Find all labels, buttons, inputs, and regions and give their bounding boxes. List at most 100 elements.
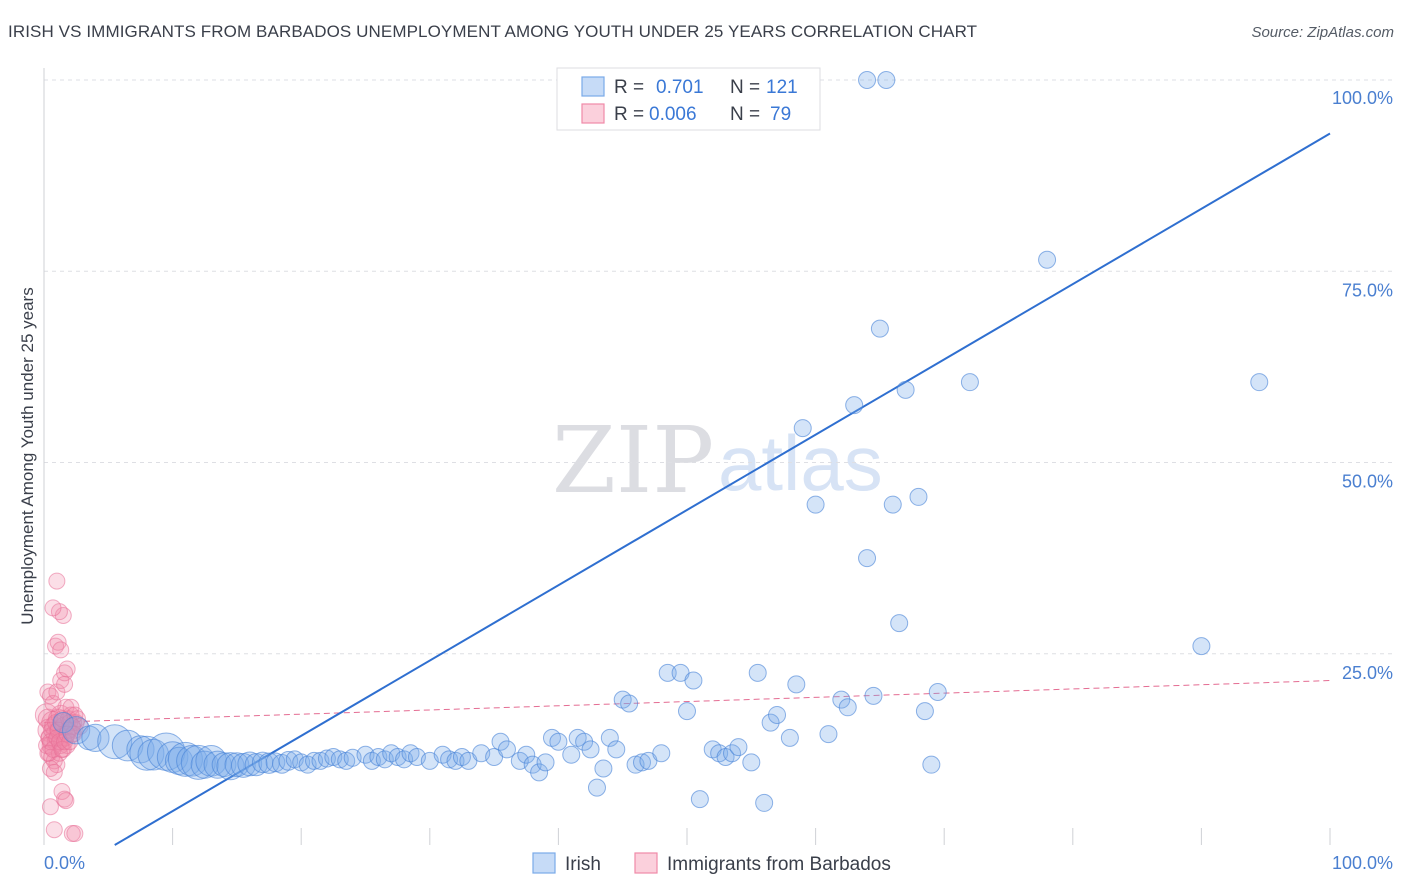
x-tick-label: 100.0% xyxy=(1332,853,1393,873)
tick-labels: 25.0% 50.0% 75.0% 100.0% 0.0% 100.0% xyxy=(44,88,1393,873)
irish-point xyxy=(864,686,883,705)
irish-point xyxy=(632,753,651,772)
irish-point xyxy=(748,663,767,682)
irish-point xyxy=(164,746,194,775)
irish-point xyxy=(915,702,934,721)
barbados-point xyxy=(56,675,74,693)
irish-point xyxy=(922,755,941,774)
legend-barbados-n-value: 79 xyxy=(770,104,791,125)
irish-point xyxy=(755,793,774,812)
irish-point xyxy=(530,763,549,782)
irish-point xyxy=(594,759,613,778)
irish-point xyxy=(491,732,510,751)
source-credit: Source: ZipAtlas.com xyxy=(1251,24,1394,41)
legend-irish-r-value: 0.701 xyxy=(656,77,704,98)
irish-point xyxy=(330,750,349,769)
irish-point xyxy=(684,671,703,690)
irish-point xyxy=(180,744,216,780)
irish-point xyxy=(761,713,780,732)
legend-barbados-r-value: 0.006 xyxy=(649,104,697,125)
irish-point xyxy=(317,749,336,768)
barbados-point xyxy=(44,694,62,712)
irish-point xyxy=(890,614,909,633)
barbados-point xyxy=(58,660,76,678)
legend-barbados-r-label: R = xyxy=(614,104,644,125)
chart-title: IRISH VS IMMIGRANTS FROM BARBADOS UNEMPL… xyxy=(8,22,978,41)
irish-point xyxy=(62,716,91,745)
irish-point xyxy=(575,732,594,751)
irish-point xyxy=(780,728,799,747)
bottom-legend-barbados: Immigrants from Barbados xyxy=(667,854,891,875)
irish-point xyxy=(600,728,619,747)
irish-point xyxy=(581,740,600,759)
irish-point xyxy=(607,740,626,759)
legend-irish-n-label: N = xyxy=(730,77,760,98)
irish-point xyxy=(787,675,806,694)
y-tick-label: 50.0% xyxy=(1342,472,1393,492)
irish-point xyxy=(97,724,133,760)
irish-point xyxy=(877,71,896,89)
irish-point xyxy=(928,683,947,701)
irish-point xyxy=(536,753,555,772)
irish-point xyxy=(768,705,787,724)
irish-point xyxy=(129,735,165,771)
irish-point xyxy=(793,419,812,438)
irish-point xyxy=(806,495,825,514)
x-tick-label: 0.0% xyxy=(44,853,85,873)
barbados-point xyxy=(66,825,84,843)
irish-point xyxy=(81,723,110,753)
irish-point xyxy=(1250,373,1269,392)
irish-point xyxy=(562,745,581,764)
irish-point xyxy=(1038,250,1057,269)
irish-point xyxy=(742,753,761,772)
legend-irish-swatch xyxy=(581,76,605,97)
y-axis-label: Unemployment Among Youth under 25 years xyxy=(18,287,37,624)
legend-barbados-swatch xyxy=(581,103,605,124)
bottom-legend-irish: Irish xyxy=(565,854,601,875)
legend-irish-n-value: 121 xyxy=(766,77,798,98)
grid xyxy=(44,79,1392,655)
watermark-zip: ZIP xyxy=(552,407,714,514)
trend-lines xyxy=(43,132,1331,846)
irish-point xyxy=(1192,637,1211,656)
irish-point xyxy=(909,487,928,506)
irish-point xyxy=(224,752,250,778)
irish-point xyxy=(729,738,748,757)
irish-point xyxy=(167,741,203,777)
irish-point xyxy=(216,752,245,781)
irish-point xyxy=(960,373,979,392)
irish-point xyxy=(658,663,677,682)
irish-point xyxy=(52,711,74,734)
irish-trend-line xyxy=(114,132,1331,846)
irish-point xyxy=(819,725,838,744)
barbados-trend-line xyxy=(43,680,1331,724)
irish-point xyxy=(652,744,671,763)
legend-barbados-n-label: N = xyxy=(730,104,760,125)
legend: R = 0.701 N = 121 R = 0.006 N = 79 xyxy=(556,67,821,131)
irish-point xyxy=(883,495,902,514)
irish-point xyxy=(838,698,857,717)
barbados-point xyxy=(45,763,63,781)
irish-point xyxy=(678,702,696,721)
irish-points xyxy=(52,71,1269,812)
irish-point xyxy=(858,71,877,89)
irish-point xyxy=(549,732,568,751)
irish-point xyxy=(690,790,709,809)
bottom-legend-irish-swatch xyxy=(532,852,556,874)
irish-point xyxy=(265,752,286,773)
irish-point xyxy=(845,396,864,415)
irish-point xyxy=(858,549,877,568)
barbados-point xyxy=(44,599,62,617)
bottom-legend: Irish Immigrants from Barbados xyxy=(532,852,891,875)
irish-point xyxy=(870,319,889,338)
y-tick-label: 75.0% xyxy=(1342,280,1393,300)
barbados-point xyxy=(45,821,63,839)
irish-point xyxy=(896,380,915,399)
irish-point xyxy=(832,690,851,709)
barbados-point xyxy=(57,792,75,810)
barbados-point xyxy=(52,641,70,659)
irish-point xyxy=(190,750,219,779)
barbados-point xyxy=(41,798,59,816)
barbados-points xyxy=(34,572,89,843)
